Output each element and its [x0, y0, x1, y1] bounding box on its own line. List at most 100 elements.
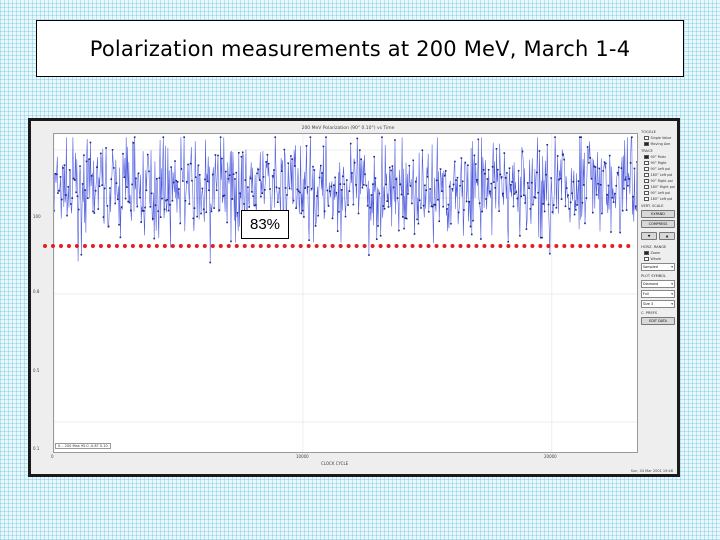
- data-point: [588, 162, 590, 164]
- data-point: [239, 192, 241, 195]
- data-point: [459, 184, 461, 187]
- plot-size-select[interactable]: Size 3 ▾: [641, 300, 675, 308]
- trace-item[interactable]: 90° Left pol: [644, 166, 675, 171]
- data-point: [218, 209, 221, 211]
- data-point: [625, 209, 628, 211]
- data-point: [137, 172, 140, 175]
- trace-item[interactable]: 90° Right pol: [644, 178, 675, 183]
- toggle-single-value[interactable]: Single Value: [644, 135, 675, 140]
- toggle-moving-ave[interactable]: Moving Ave: [644, 141, 675, 146]
- trace-item[interactable]: 90° Right: [644, 160, 675, 165]
- data-point: [131, 183, 133, 186]
- data-point: [546, 143, 549, 146]
- data-point: [627, 184, 629, 187]
- data-point: [204, 178, 206, 181]
- data-point: [283, 148, 286, 151]
- data-point: [456, 176, 459, 179]
- data-point: [482, 168, 485, 171]
- data-point: [405, 217, 408, 220]
- trace-item[interactable]: 90° Left pol: [644, 190, 675, 195]
- data-point: [211, 173, 214, 176]
- data-point: [93, 212, 96, 214]
- data-point: [161, 197, 163, 200]
- data-point: [366, 204, 369, 207]
- data-point: [511, 181, 513, 183]
- scale-up-button[interactable]: ▲: [659, 232, 675, 240]
- data-point: [241, 151, 244, 154]
- data-point: [274, 136, 277, 138]
- data-point: [214, 154, 217, 156]
- data-point: [563, 158, 565, 161]
- data-point: [162, 136, 165, 138]
- data-point: [562, 154, 564, 156]
- data-point: [88, 158, 90, 160]
- data-point: [582, 184, 585, 186]
- data-point: [373, 155, 375, 158]
- expand-button[interactable]: EXPAND: [641, 210, 675, 218]
- trace-item[interactable]: 180° Left pol: [644, 196, 675, 201]
- data-point: [273, 169, 275, 171]
- data-point: [525, 228, 528, 230]
- data-point: [629, 162, 632, 164]
- data-point: [85, 160, 88, 163]
- data-point: [193, 207, 196, 209]
- data-point: [597, 182, 599, 185]
- data-point: [395, 178, 398, 181]
- data-point: [58, 189, 61, 192]
- data-point: [253, 204, 256, 207]
- data-point: [55, 173, 58, 176]
- data-point: [222, 195, 224, 197]
- data-point: [314, 225, 317, 227]
- trace-item[interactable]: 180° Left pol: [644, 172, 675, 177]
- data-point: [555, 206, 558, 209]
- polarization-points: [54, 136, 637, 264]
- data-point: [331, 217, 334, 220]
- horz-range-select[interactable]: Sampled ▾: [641, 263, 675, 271]
- data-point: [532, 203, 534, 206]
- c-prefs-section-label: C. PREFS: [641, 311, 658, 315]
- data-point: [510, 184, 512, 186]
- data-point: [144, 206, 146, 209]
- polarization-callout: 83%: [241, 210, 289, 239]
- checkbox-icon: [644, 184, 649, 189]
- plot-symbol-select[interactable]: Diamond ▾: [641, 280, 675, 288]
- data-point: [565, 187, 568, 189]
- y-tick-label: 0.5: [33, 368, 40, 373]
- trace-item[interactable]: 90° Polar: [644, 154, 675, 159]
- data-point: [105, 147, 107, 149]
- horz-zoom-option[interactable]: Zoom: [644, 250, 675, 255]
- data-point: [542, 203, 545, 205]
- plot-fill-select[interactable]: Full ▾: [641, 290, 675, 298]
- data-point: [79, 165, 81, 167]
- data-point: [378, 192, 381, 195]
- reference-line-83-percent: [43, 244, 631, 248]
- data-point: [452, 183, 455, 186]
- data-point: [165, 199, 167, 202]
- plot-area[interactable]: [53, 133, 638, 453]
- data-point: [292, 199, 295, 202]
- data-point: [398, 229, 400, 232]
- data-point: [235, 171, 238, 174]
- data-point: [70, 203, 72, 205]
- data-point: [139, 196, 141, 199]
- data-point: [319, 164, 322, 167]
- data-point: [431, 205, 434, 208]
- data-point: [183, 136, 185, 138]
- data-point: [318, 176, 321, 179]
- edit-data-button[interactable]: EDIT DATA: [641, 317, 675, 325]
- data-point: [586, 146, 589, 148]
- compress-button[interactable]: COMPRESS: [641, 220, 675, 228]
- trace-item[interactable]: 180° Right pol: [644, 184, 675, 189]
- data-point: [83, 154, 85, 156]
- horz-whole-option[interactable]: Whole: [644, 256, 675, 261]
- data-point: [444, 170, 447, 172]
- data-point: [598, 167, 601, 170]
- data-point: [573, 213, 576, 216]
- data-point: [115, 182, 118, 184]
- data-point: [435, 179, 438, 182]
- scale-down-button[interactable]: ▼: [641, 232, 657, 240]
- data-point: [490, 182, 493, 185]
- data-point: [338, 211, 340, 213]
- data-point: [94, 189, 97, 192]
- data-point: [472, 219, 474, 222]
